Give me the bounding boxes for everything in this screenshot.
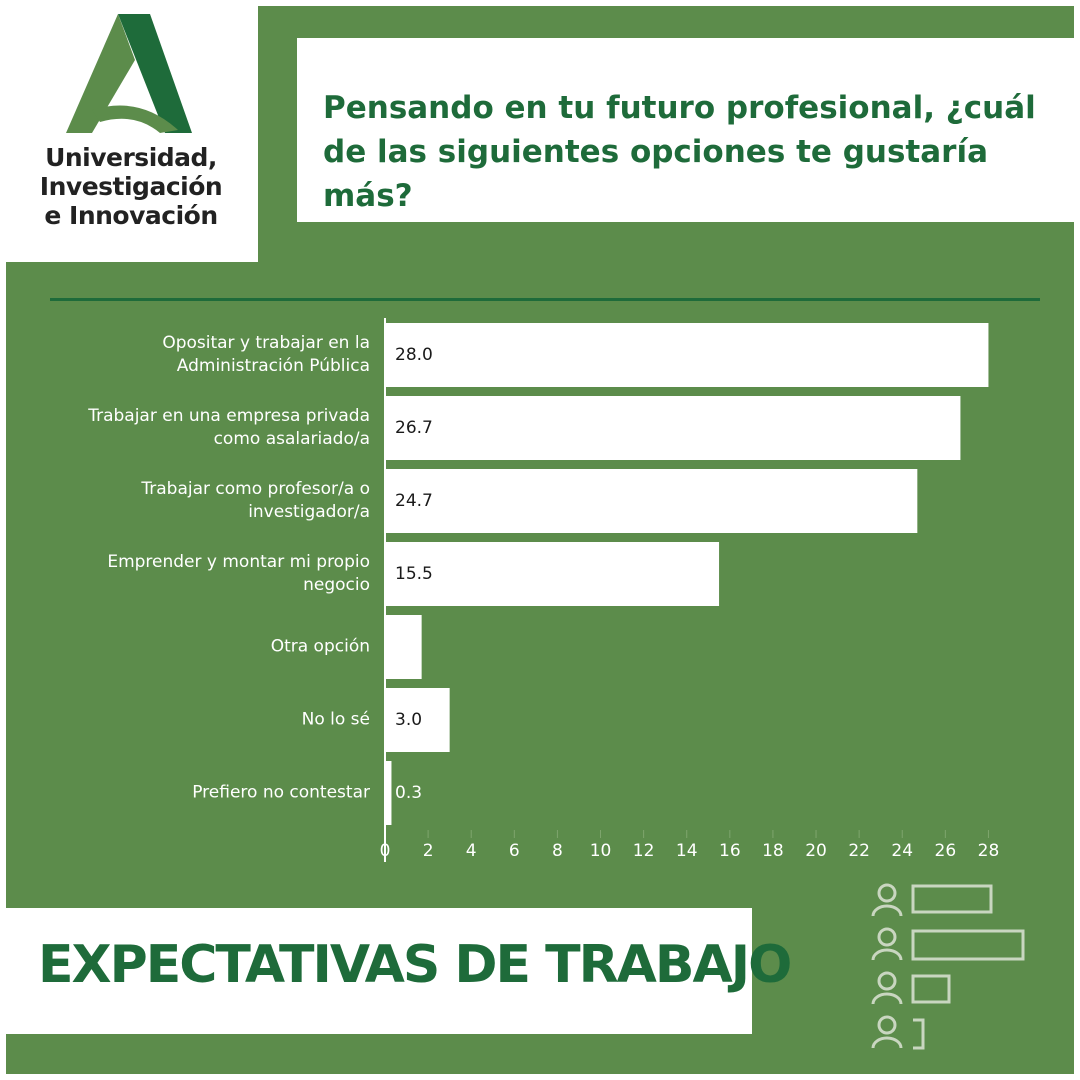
value-label: 0.3 (395, 783, 422, 803)
bar (385, 761, 392, 825)
bar (385, 542, 720, 606)
x-tick-label: 20 (805, 841, 827, 861)
x-tick-label: 12 (633, 841, 655, 861)
category-label: Otra opción (270, 636, 370, 657)
banner: EXPECTATIVAS DE TRABAJO (38, 935, 792, 995)
value-label: 28.0 (395, 345, 433, 365)
logo-line: Investigación (39, 172, 223, 201)
logo-box (0, 0, 258, 262)
x-tick-label: 14 (676, 841, 698, 861)
x-tick-label: 22 (848, 841, 870, 861)
bar (385, 469, 918, 533)
x-tick-label: 4 (466, 841, 477, 861)
x-tick-label: 18 (762, 841, 784, 861)
x-tick-label: 8 (552, 841, 563, 861)
logo-line: Universidad, (45, 143, 217, 172)
category-label: Emprender y montar mi propio negocio (107, 552, 370, 595)
logo-line: e Innovación (44, 201, 218, 230)
x-tick-label: 26 (935, 841, 957, 861)
bar (385, 323, 989, 387)
question-box (297, 38, 1074, 222)
category-label: Trabajar en una empresa privada como asa… (88, 406, 370, 449)
x-tick-label: 10 (590, 841, 612, 861)
value-label: 1.7 (395, 637, 422, 657)
logo-text: Universidad, Investigación e Innovación (0, 143, 262, 230)
decor-icons (871, 883, 1025, 1050)
x-tick-label: 24 (891, 841, 913, 861)
value-label: 3.0 (395, 710, 422, 730)
banner-box (6, 908, 752, 1034)
x-tick-label: 16 (719, 841, 741, 861)
bar (385, 615, 422, 679)
divider (50, 298, 1040, 301)
x-tick-label: 28 (978, 841, 1000, 861)
value-label: 26.7 (395, 418, 433, 438)
value-label: 24.7 (395, 491, 433, 511)
logo-mark (66, 14, 192, 133)
category-label: Trabajar como profesor/a o investigador/… (141, 479, 370, 522)
category-label: Prefiero no contestar (192, 782, 370, 803)
category-label: No lo sé (301, 709, 370, 730)
x-tick-label: 2 (423, 841, 434, 861)
category-label: Opositar y trabajar en la Administración… (162, 333, 370, 376)
x-tick-label: 6 (509, 841, 520, 861)
value-label: 15.5 (395, 564, 433, 584)
question: Pensando en tu futuro profesional, ¿cuál… (323, 90, 1036, 214)
bar (385, 688, 450, 752)
bar (385, 396, 961, 460)
